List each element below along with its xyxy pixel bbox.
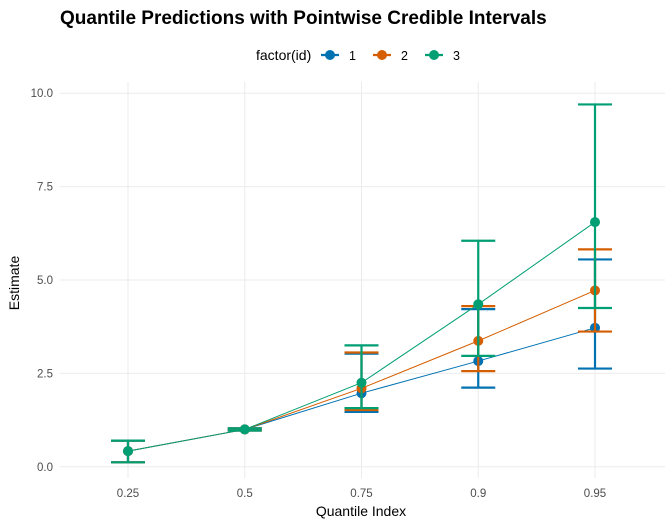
y-tick-label: 0.0 — [37, 462, 53, 474]
y-tick-label: 7.5 — [37, 182, 53, 194]
x-axis-title: Quantile Index — [316, 503, 406, 519]
legend-label: 3 — [453, 49, 460, 63]
axes: 0.0 2.5 5.0 7.5 10.0 0.25 0.5 0.75 0.9 0.95 — [31, 88, 607, 500]
grid — [60, 82, 665, 478]
data-point — [473, 299, 484, 310]
legend-title: factor(id) — [256, 47, 311, 63]
legend: factor(id) 1 2 3 — [256, 47, 460, 63]
chart-title: Quantile Predictions with Pointwise Cred… — [60, 8, 547, 29]
y-tick-label: 5.0 — [37, 275, 53, 287]
data-point — [239, 424, 250, 435]
y-axis-title: Estimate — [6, 256, 22, 311]
x-tick-label: 0.9 — [470, 488, 486, 500]
data-point — [356, 377, 367, 388]
y-tick-label: 2.5 — [37, 368, 53, 380]
y-tick-label: 10.0 — [31, 88, 53, 100]
series-3 — [111, 103, 612, 464]
series-layer — [111, 103, 612, 464]
data-point — [123, 446, 133, 457]
legend-key-point — [429, 50, 439, 60]
legend-key-point — [325, 50, 335, 60]
x-tick-label: 0.25 — [117, 488, 139, 500]
x-tick-label: 0.5 — [237, 488, 253, 500]
legend-label: 1 — [349, 49, 356, 63]
x-tick-label: 0.95 — [584, 488, 606, 500]
legend-label: 2 — [401, 49, 408, 63]
x-tick-label: 0.75 — [350, 488, 372, 500]
legend-key-point — [377, 50, 387, 60]
data-point — [590, 217, 600, 228]
